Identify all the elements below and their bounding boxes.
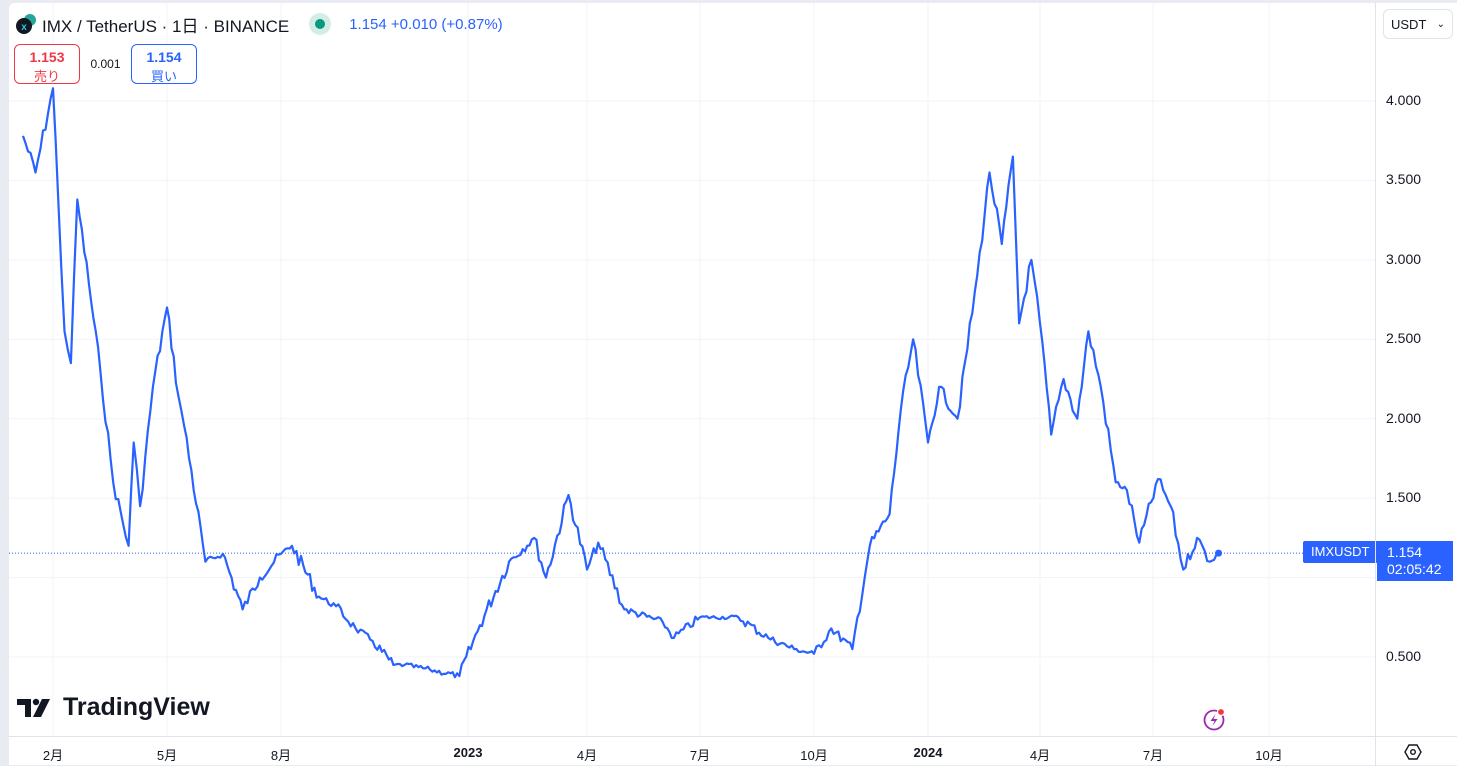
quote-values: 1.154 +0.010 (+0.87%) <box>349 16 502 33</box>
buy-price: 1.154 <box>146 49 182 65</box>
price-change-pct: (+0.87%) <box>441 15 503 33</box>
time-tick: 10月 <box>1255 748 1283 763</box>
buy-label: 買い <box>150 69 177 84</box>
currency-value: USDT <box>1391 16 1427 32</box>
price-tick: 2.500 <box>1386 330 1422 347</box>
price-change: +0.010 <box>390 15 438 33</box>
time-tick: 2月 <box>42 748 64 763</box>
last-price: 1.154 <box>349 15 387 33</box>
price-line[interactable] <box>21 87 1220 679</box>
sell-label: 売り <box>33 69 60 84</box>
settings-hexagon-icon[interactable] <box>1404 743 1422 761</box>
time-tick: 2024 <box>913 745 943 760</box>
time-tick: 10月 <box>800 748 828 763</box>
chevron-down-icon: ⌄ <box>1436 18 1445 30</box>
tradingview-mark-icon <box>17 698 50 717</box>
currency-select[interactable]: USDT ⌄ <box>1383 9 1453 39</box>
time-tick: 8月 <box>270 748 292 763</box>
price-tick: 0.500 <box>1386 648 1422 664</box>
time-axis[interactable]: 2月 5月 8月 2023 4月 7月 10月 2024 4月 7月 10月 <box>9 736 1375 766</box>
time-tick: 4月 <box>1029 748 1051 763</box>
current-price: 1.154 <box>1387 544 1423 560</box>
sell-button[interactable]: 1.153 売り <box>14 44 80 84</box>
symbol-legend: x IMX / TetherUS · 1日 · BINANCE 1.154 +0… <box>15 13 503 36</box>
symbol-title[interactable]: IMX / TetherUS · 1日 · BINANCE <box>42 16 290 36</box>
price-tick: 3.000 <box>1386 250 1422 267</box>
spread-value: 0.001 <box>90 57 121 71</box>
time-tick: 7月 <box>1142 748 1164 763</box>
time-tick: 7月 <box>689 748 711 763</box>
price-tick: 2.000 <box>1386 409 1422 426</box>
buy-button[interactable]: 1.154 買い <box>131 44 197 84</box>
price-tick: 1.500 <box>1386 489 1422 506</box>
price-axis[interactable]: USDT ⌄ 4.000 3.500 3.000 2.500 2.000 1.500 0.5… <box>1375 3 1457 736</box>
time-tick: 5月 <box>156 748 178 763</box>
price-chart[interactable] <box>9 3 1375 736</box>
sell-price: 1.153 <box>29 49 65 65</box>
axis-corner <box>1375 736 1457 766</box>
series-symbol-label: IMXUSDT <box>1303 541 1378 563</box>
chart-plot-area[interactable] <box>9 3 1375 736</box>
chart-frame: x IMX / TetherUS · 1日 · BINANCE 1.154 +0… <box>9 3 1457 766</box>
price-tick: 4.000 <box>1386 92 1422 108</box>
svg-text:x: x <box>21 22 27 33</box>
trade-buttons: 1.153 売り 0.001 1.154 買い <box>14 44 197 84</box>
imx-logo-icon: x <box>15 13 37 35</box>
last-point-marker <box>1215 549 1223 557</box>
market-status-icon[interactable] <box>309 13 332 35</box>
price-tick: 3.500 <box>1386 171 1422 188</box>
time-tick: 4月 <box>576 748 598 763</box>
time-tick: 2023 <box>453 745 483 760</box>
current-price-label: 1.154 02:05:42 <box>1377 541 1453 581</box>
lightning-alert-icon[interactable] <box>1202 707 1226 731</box>
bar-countdown: 02:05:42 <box>1387 561 1442 577</box>
logo-text: TradingView <box>63 693 210 721</box>
tradingview-logo[interactable]: TradingView <box>17 693 210 722</box>
